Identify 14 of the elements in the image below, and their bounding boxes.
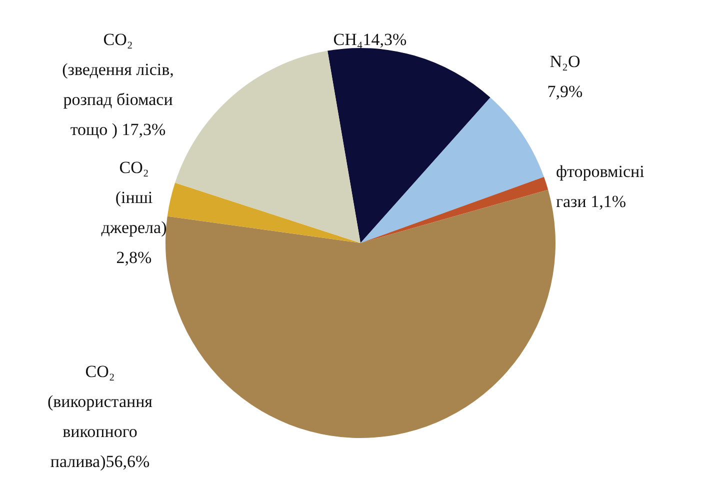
pie-slice	[175, 50, 360, 243]
slice-label: CO₂ (інші джерела)	[101, 158, 167, 237]
slice-label: N₂O	[550, 52, 580, 71]
slice-label: фторовмісні гази 1,1%	[556, 162, 645, 211]
pie-slice	[328, 48, 490, 243]
slice-label: CO₂ (використання викопного палива)56,6%	[47, 362, 153, 471]
pie-slice	[360, 97, 544, 243]
slice-label: CH₄14,3%	[333, 30, 407, 49]
slice-label: CO₂ (зведення лісів, розпад біомаси тощо ) 17,3%	[62, 30, 174, 139]
data-label: 2,8%	[116, 248, 152, 267]
data-label: 7,9%	[547, 82, 583, 101]
pie-slice	[166, 190, 556, 438]
pie-slice	[360, 176, 548, 243]
pie-slice	[167, 182, 360, 243]
